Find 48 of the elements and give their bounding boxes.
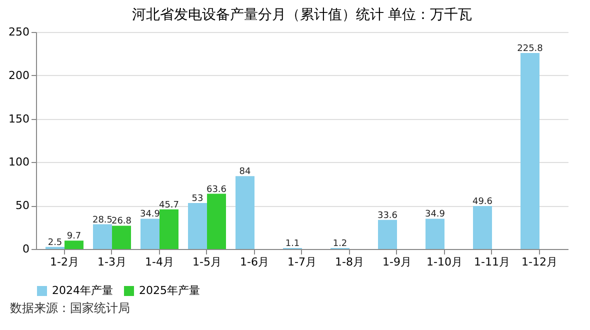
x-tick-label: 1-10月 [426,256,462,268]
bar [140,218,160,249]
data-label: 28.5 [92,215,113,226]
data-label: 63.6 [206,184,227,195]
x-tick-label: 1-11月 [474,256,510,268]
data-label: 1.1 [285,239,300,250]
source-note: 数据来源：国家统计局 [9,300,131,317]
y-tick-label: 100 [8,156,30,169]
x-tick-label: 1-4月 [145,256,174,268]
legend-label: 2025年产量 [139,284,200,297]
bar [520,53,540,249]
y-tick-label: 200 [8,68,30,82]
y-tick-label: 150 [8,112,30,126]
data-label: 53 [192,194,204,204]
x-tick-label: 1-3月 [98,256,126,268]
x-tick-label: 1-9月 [382,256,412,268]
data-label: 9.7 [66,232,82,242]
x-tick-label: 1-12月 [522,256,558,268]
legend-label: 2024年产量 [52,284,113,297]
y-tick-label: 0 [22,242,30,256]
data-label: 84 [239,167,251,178]
x-tick-label: 1-5月 [192,256,222,268]
x-tick-label: 1-8月 [335,256,364,268]
bar [207,194,226,249]
chart-title: 河北省发电设备产量分月（累计值）统计 单位：万千瓦 [132,7,472,23]
data-label: 45.7 [158,200,180,210]
bar [473,206,492,249]
bar [64,240,84,249]
x-tick-label: 1-7月 [288,256,316,268]
data-label: 2.5 [48,238,62,248]
bar [112,226,131,249]
x-tick-label: 1-6月 [240,256,269,268]
bar [188,202,207,249]
data-label: 225.8 [517,44,544,54]
y-tick-label: 250 [8,26,30,38]
bar [236,176,254,249]
data-label: 34.9 [140,210,160,220]
x-tick-label: 1-2月 [50,256,79,268]
bar [426,218,444,249]
data-label: 49.6 [472,196,493,207]
data-label: 33.6 [377,210,398,221]
data-label: 34.9 [424,210,446,220]
bar [378,220,397,249]
data-label: 1.2 [332,238,348,249]
bar [160,209,178,249]
y-tick-label: 50 [16,199,30,212]
data-label: 26.8 [111,216,132,227]
bar [93,224,112,249]
